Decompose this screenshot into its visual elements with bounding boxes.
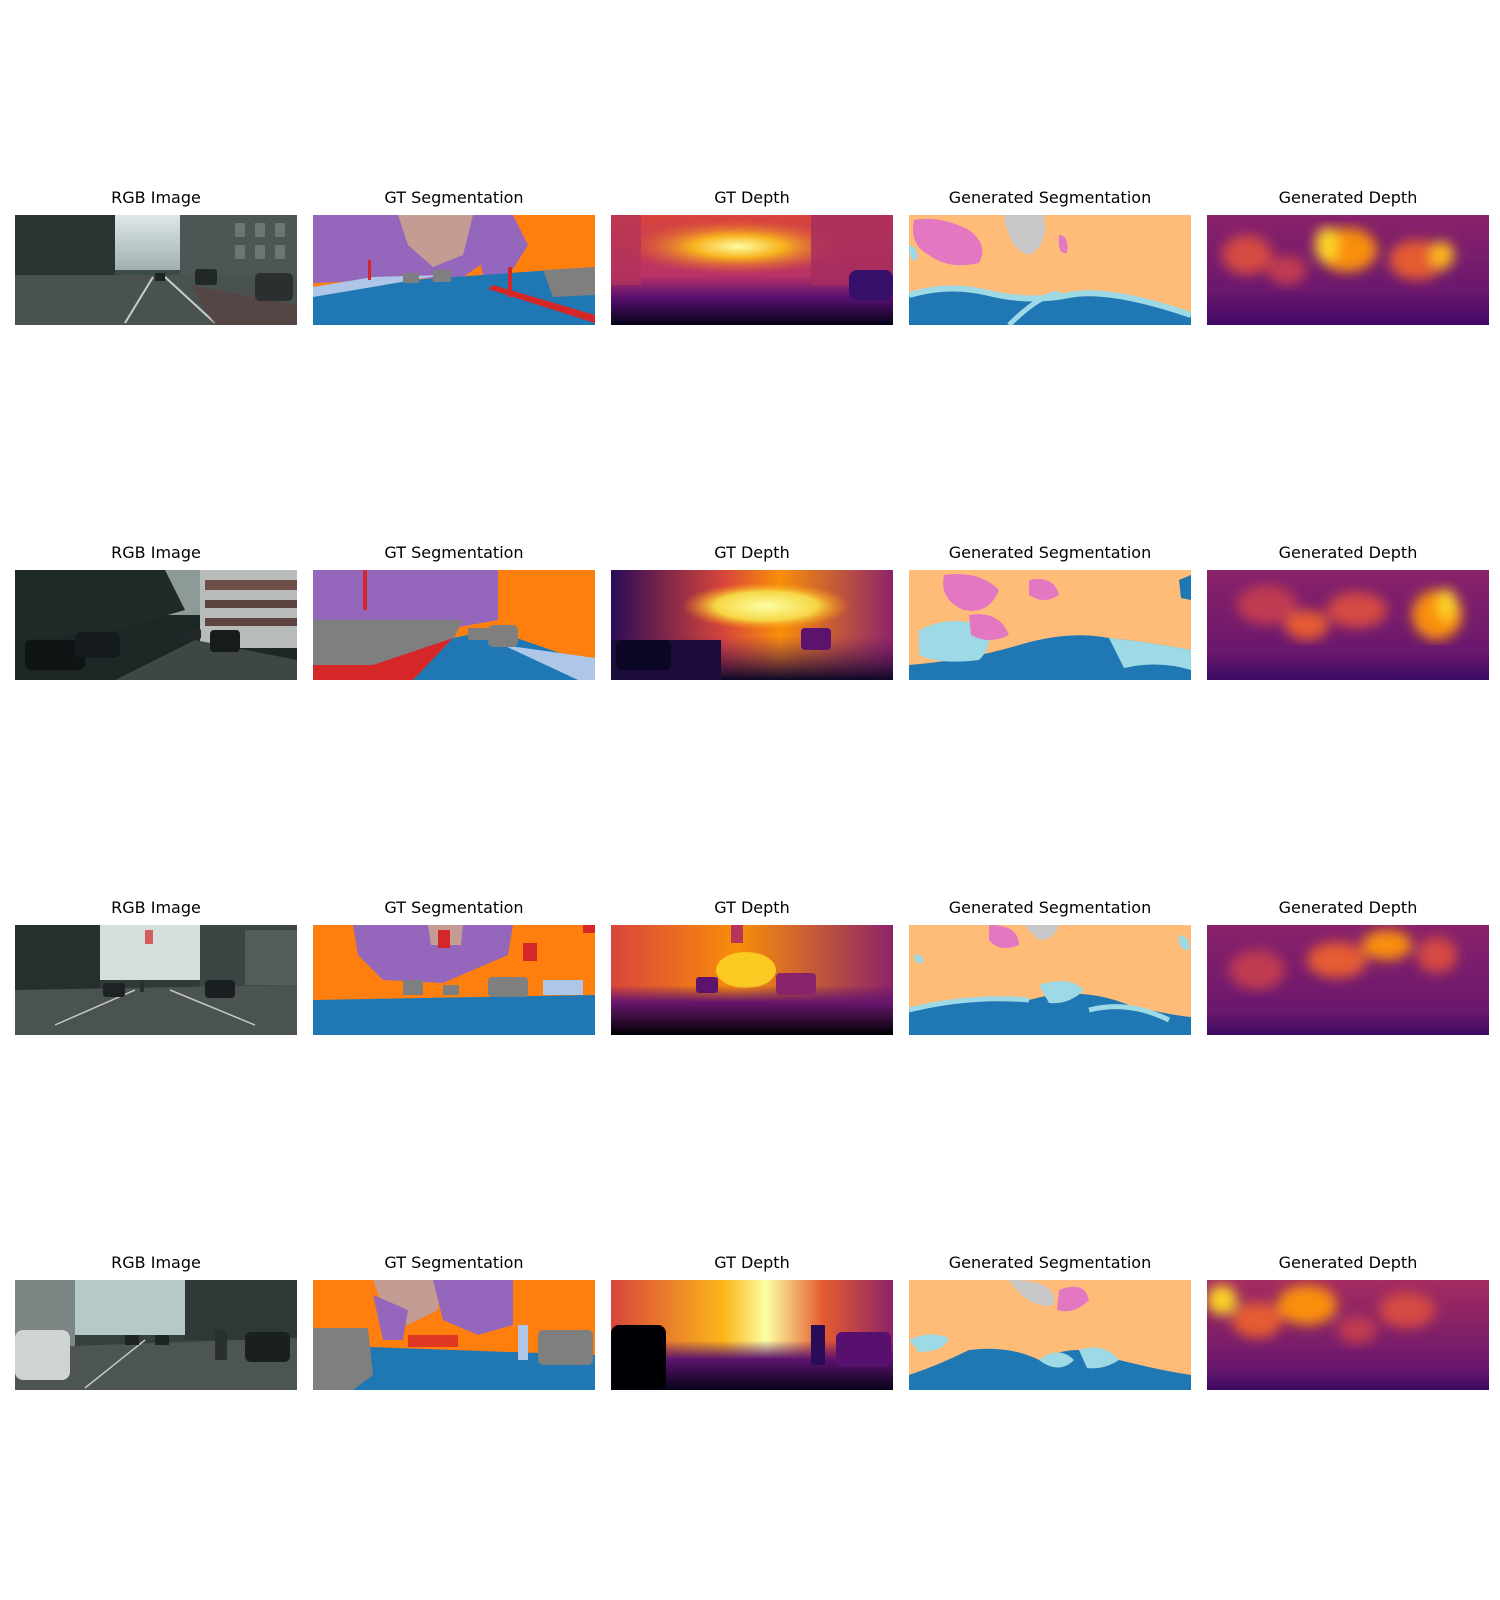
generated-segmentation-image bbox=[909, 215, 1191, 325]
rgb-panel: RGB Image bbox=[15, 1253, 297, 1391]
gt-segmentation-panel: GT Segmentation bbox=[313, 188, 595, 326]
panel-title: RGB Image bbox=[111, 188, 201, 207]
panel-title: GT Depth bbox=[714, 1253, 790, 1272]
rgb-panel: RGB Image bbox=[15, 188, 297, 326]
panel-title: Generated Segmentation bbox=[948, 188, 1152, 207]
gt-segmentation-panel: GT Segmentation bbox=[313, 543, 595, 681]
gt-depth-panel: GT Depth bbox=[611, 1253, 893, 1391]
panel-title: Generated Segmentation bbox=[948, 1253, 1152, 1272]
rgb-panel: RGB Image bbox=[15, 898, 297, 1036]
panel-title: Generated Depth bbox=[1278, 898, 1418, 917]
generated-depth-panel: Generated Depth bbox=[1207, 543, 1489, 681]
generated-segmentation-panel: Generated Segmentation bbox=[909, 1253, 1191, 1391]
panel-title: Generated Depth bbox=[1278, 543, 1418, 562]
panel-title: RGB Image bbox=[111, 543, 201, 562]
gt-segmentation-image bbox=[313, 1280, 595, 1390]
rgb-image bbox=[15, 925, 297, 1035]
panel-title: Generated Segmentation bbox=[948, 898, 1152, 917]
gt-depth-image bbox=[611, 215, 893, 325]
generated-depth-image bbox=[1207, 1280, 1489, 1390]
rgb-panel: RGB Image bbox=[15, 543, 297, 681]
panel-title: Generated Segmentation bbox=[948, 543, 1152, 562]
panel-title: RGB Image bbox=[111, 898, 201, 917]
generated-segmentation-panel: Generated Segmentation bbox=[909, 543, 1191, 681]
panel-title: Generated Depth bbox=[1278, 188, 1418, 207]
gt-depth-panel: GT Depth bbox=[611, 898, 893, 1036]
generated-depth-panel: Generated Depth bbox=[1207, 898, 1489, 1036]
panel-title: GT Depth bbox=[714, 898, 790, 917]
generated-segmentation-panel: Generated Segmentation bbox=[909, 898, 1191, 1036]
generated-depth-panel: Generated Depth bbox=[1207, 188, 1489, 326]
rgb-image bbox=[15, 215, 297, 325]
rgb-image bbox=[15, 570, 297, 680]
sample-row-3: RGB Image GT Segmentation bbox=[0, 898, 1500, 1048]
gt-segmentation-panel: GT Segmentation bbox=[313, 898, 595, 1036]
panel-title: GT Segmentation bbox=[384, 1253, 524, 1272]
generated-segmentation-image bbox=[909, 570, 1191, 680]
generated-depth-image bbox=[1207, 925, 1489, 1035]
gt-segmentation-image bbox=[313, 215, 595, 325]
generated-depth-image bbox=[1207, 570, 1489, 680]
generated-segmentation-image bbox=[909, 1280, 1191, 1390]
generated-depth-image bbox=[1207, 215, 1489, 325]
generated-segmentation-panel: Generated Segmentation bbox=[909, 188, 1191, 326]
gt-segmentation-image bbox=[313, 570, 595, 680]
gt-depth-panel: GT Depth bbox=[611, 188, 893, 326]
generated-depth-panel: Generated Depth bbox=[1207, 1253, 1489, 1391]
gt-depth-image bbox=[611, 925, 893, 1035]
panel-title: GT Depth bbox=[714, 188, 790, 207]
panel-title: Generated Depth bbox=[1278, 1253, 1418, 1272]
sample-row-2: RGB Image GT Segmentation bbox=[0, 543, 1500, 693]
gt-depth-image bbox=[611, 570, 893, 680]
panel-title: GT Segmentation bbox=[384, 898, 524, 917]
rgb-image bbox=[15, 1280, 297, 1390]
generated-segmentation-image bbox=[909, 925, 1191, 1035]
sample-row-4: RGB Image GT Segmentation bbox=[0, 1253, 1500, 1403]
gt-depth-panel: GT Depth bbox=[611, 543, 893, 681]
gt-segmentation-image bbox=[313, 925, 595, 1035]
panel-title: GT Depth bbox=[714, 543, 790, 562]
sample-row-1: RGB Image GT Segmentation bbox=[0, 188, 1500, 338]
panel-title: GT Segmentation bbox=[384, 543, 524, 562]
gt-segmentation-panel: GT Segmentation bbox=[313, 1253, 595, 1391]
panel-title: RGB Image bbox=[111, 1253, 201, 1272]
gt-depth-image bbox=[611, 1280, 893, 1390]
panel-title: GT Segmentation bbox=[384, 188, 524, 207]
